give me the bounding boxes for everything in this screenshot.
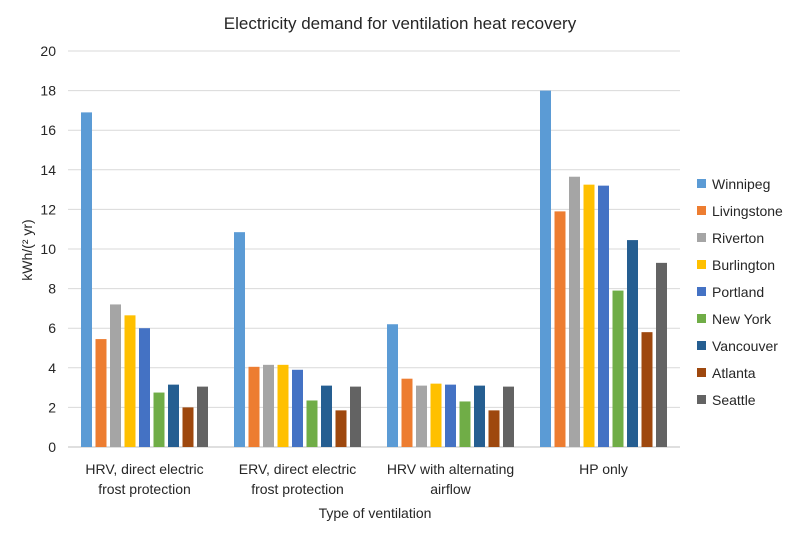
bar-winnipeg bbox=[387, 324, 398, 447]
bar-winnipeg bbox=[234, 232, 245, 447]
y-tick-label: 10 bbox=[40, 241, 56, 257]
legend-swatch bbox=[697, 341, 706, 350]
x-axis-label: Type of ventilation bbox=[319, 505, 432, 521]
bar-burlington bbox=[124, 315, 136, 447]
legend: Winnipeg Livingstone Riverton Burlington Por… bbox=[697, 170, 783, 413]
legend-item: Burlington bbox=[697, 251, 783, 278]
y-axis-label: kWh/(² yr) bbox=[19, 219, 35, 280]
bar-portland bbox=[598, 185, 609, 447]
y-tick-label: 18 bbox=[40, 83, 56, 99]
legend-label: New York bbox=[712, 310, 772, 327]
bar-new-york bbox=[612, 290, 624, 447]
bar-livingstone bbox=[248, 366, 260, 447]
legend-item: Seattle bbox=[697, 386, 783, 413]
legend-label: Portland bbox=[712, 283, 765, 300]
x-category-label: HP only bbox=[579, 461, 628, 477]
x-category-label: frost protection bbox=[98, 481, 191, 497]
bar-winnipeg bbox=[540, 90, 551, 447]
legend-label: Seattle bbox=[712, 391, 756, 408]
bar-seattle bbox=[197, 386, 208, 447]
legend-label: Burlington bbox=[712, 256, 776, 273]
bar-portland bbox=[139, 328, 150, 447]
x-category-label: ERV, direct electric bbox=[239, 461, 357, 477]
legend-item: Livingstone bbox=[697, 197, 783, 224]
x-category-label: frost protection bbox=[251, 481, 344, 497]
x-category-label: HRV with alternating bbox=[387, 461, 514, 477]
bar-vancouver bbox=[321, 385, 332, 447]
legend-item: Portland bbox=[697, 278, 783, 305]
legend-item: Winnipeg bbox=[697, 170, 783, 197]
bar-seattle bbox=[656, 262, 667, 447]
bar-seattle bbox=[350, 386, 361, 447]
bar-riverton bbox=[569, 176, 580, 448]
bar-atlanta bbox=[488, 410, 500, 447]
y-tick-label: 8 bbox=[48, 281, 56, 297]
bar-livingstone bbox=[95, 339, 107, 447]
bar-portland bbox=[292, 369, 303, 447]
y-tick-label: 0 bbox=[48, 439, 56, 455]
legend-swatch bbox=[697, 314, 706, 323]
legend-item: New York bbox=[697, 305, 783, 332]
legend-swatch bbox=[697, 368, 706, 377]
y-tick-label: 6 bbox=[48, 320, 56, 336]
bar-burlington bbox=[583, 184, 595, 447]
bar-burlington bbox=[277, 364, 289, 447]
bars bbox=[81, 90, 667, 448]
bar-riverton bbox=[263, 364, 274, 447]
legend-swatch bbox=[697, 260, 706, 269]
bar-vancouver bbox=[474, 385, 485, 447]
bar-riverton bbox=[416, 385, 427, 447]
bar-vancouver bbox=[627, 240, 638, 447]
x-category-label: HRV, direct electric bbox=[85, 461, 203, 477]
chart-title: Electricity demand for ventilation heat … bbox=[224, 14, 577, 33]
y-tick-label: 14 bbox=[40, 162, 56, 178]
legend-label: Riverton bbox=[712, 229, 765, 246]
y-tick-label: 4 bbox=[48, 360, 56, 376]
y-tick-label: 16 bbox=[40, 122, 56, 138]
x-category-label: airflow bbox=[430, 481, 471, 497]
bar-livingstone bbox=[554, 211, 566, 447]
legend-label: Atlanta bbox=[712, 364, 756, 381]
legend-swatch bbox=[697, 287, 706, 296]
legend-item: Riverton bbox=[697, 224, 783, 251]
legend-swatch bbox=[697, 179, 706, 188]
bar-atlanta bbox=[335, 410, 347, 447]
legend-label: Livingstone bbox=[712, 202, 783, 219]
y-axis-ticks: 0 2 4 6 8 10 12 14 16 18 20 bbox=[40, 43, 56, 455]
y-tick-label: 20 bbox=[40, 43, 56, 59]
legend-label: Vancouver bbox=[712, 337, 778, 354]
bar-riverton bbox=[110, 304, 121, 447]
legend-label: Winnipeg bbox=[712, 175, 771, 192]
y-tick-label: 2 bbox=[48, 399, 56, 415]
legend-item: Atlanta bbox=[697, 359, 783, 386]
bar-atlanta bbox=[641, 332, 653, 447]
bar-winnipeg bbox=[81, 112, 92, 447]
legend-item: Vancouver bbox=[697, 332, 783, 359]
bar-new-york bbox=[459, 401, 471, 447]
bar-livingstone bbox=[401, 378, 413, 447]
legend-swatch bbox=[697, 206, 706, 215]
bar-atlanta bbox=[182, 407, 194, 447]
bar-seattle bbox=[503, 386, 514, 447]
bar-vancouver bbox=[168, 384, 179, 447]
bar-portland bbox=[445, 384, 456, 447]
bar-new-york bbox=[306, 400, 318, 447]
bar-burlington bbox=[430, 383, 442, 447]
x-axis-categories: HRV, direct electric frost protection ERV,… bbox=[85, 461, 628, 497]
bar-new-york bbox=[153, 392, 165, 447]
legend-swatch bbox=[697, 395, 706, 404]
y-tick-label: 12 bbox=[40, 201, 56, 217]
legend-swatch bbox=[697, 233, 706, 242]
